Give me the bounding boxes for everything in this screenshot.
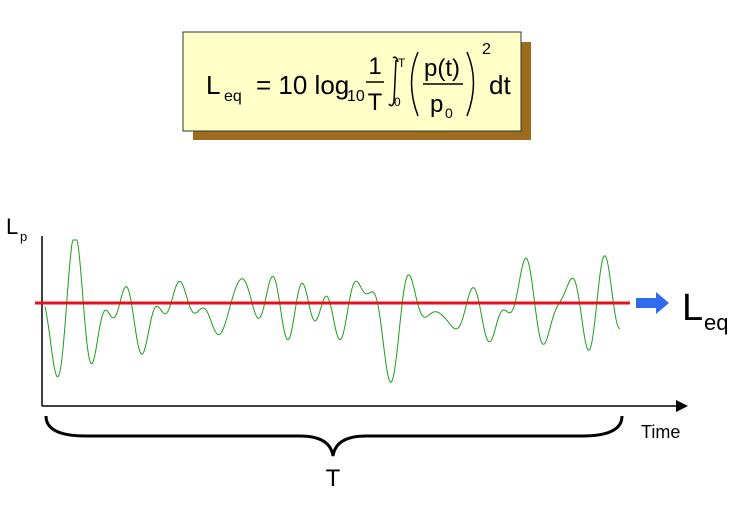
formula-equals: = 10 log: [256, 70, 349, 100]
right-paren: [466, 51, 475, 117]
left-paren: [410, 51, 419, 117]
x-axis-label: Time: [641, 422, 680, 442]
x-axis-arrowhead: [676, 400, 688, 412]
fraction-denominator: T: [368, 89, 383, 116]
formula-box: [182, 31, 522, 132]
y-axis-label: L: [6, 214, 18, 239]
differential: dt: [489, 70, 511, 100]
sound-level-signal: [44, 239, 621, 383]
duration-brace: [44, 415, 624, 457]
leq-arrow: [636, 292, 669, 314]
inner-denominator: p: [430, 91, 443, 118]
integral-upper: T: [398, 56, 406, 70]
leq-label: L: [682, 287, 703, 329]
formula-lhs-sub: eq: [224, 88, 242, 105]
exponent: 2: [482, 41, 491, 58]
formula-log-base: 10: [347, 88, 365, 105]
integral-sign: [388, 56, 399, 107]
integral-lower: 0: [394, 95, 401, 109]
leq-label-sub: eq: [704, 310, 728, 335]
y-axis-label-sub: p: [20, 229, 27, 244]
duration-label: T: [326, 465, 341, 492]
formula-lhs: L: [206, 70, 220, 100]
inner-denominator-sub: 0: [445, 105, 453, 121]
fraction-numerator: 1: [368, 53, 381, 80]
inner-numerator: p(t): [424, 55, 460, 82]
